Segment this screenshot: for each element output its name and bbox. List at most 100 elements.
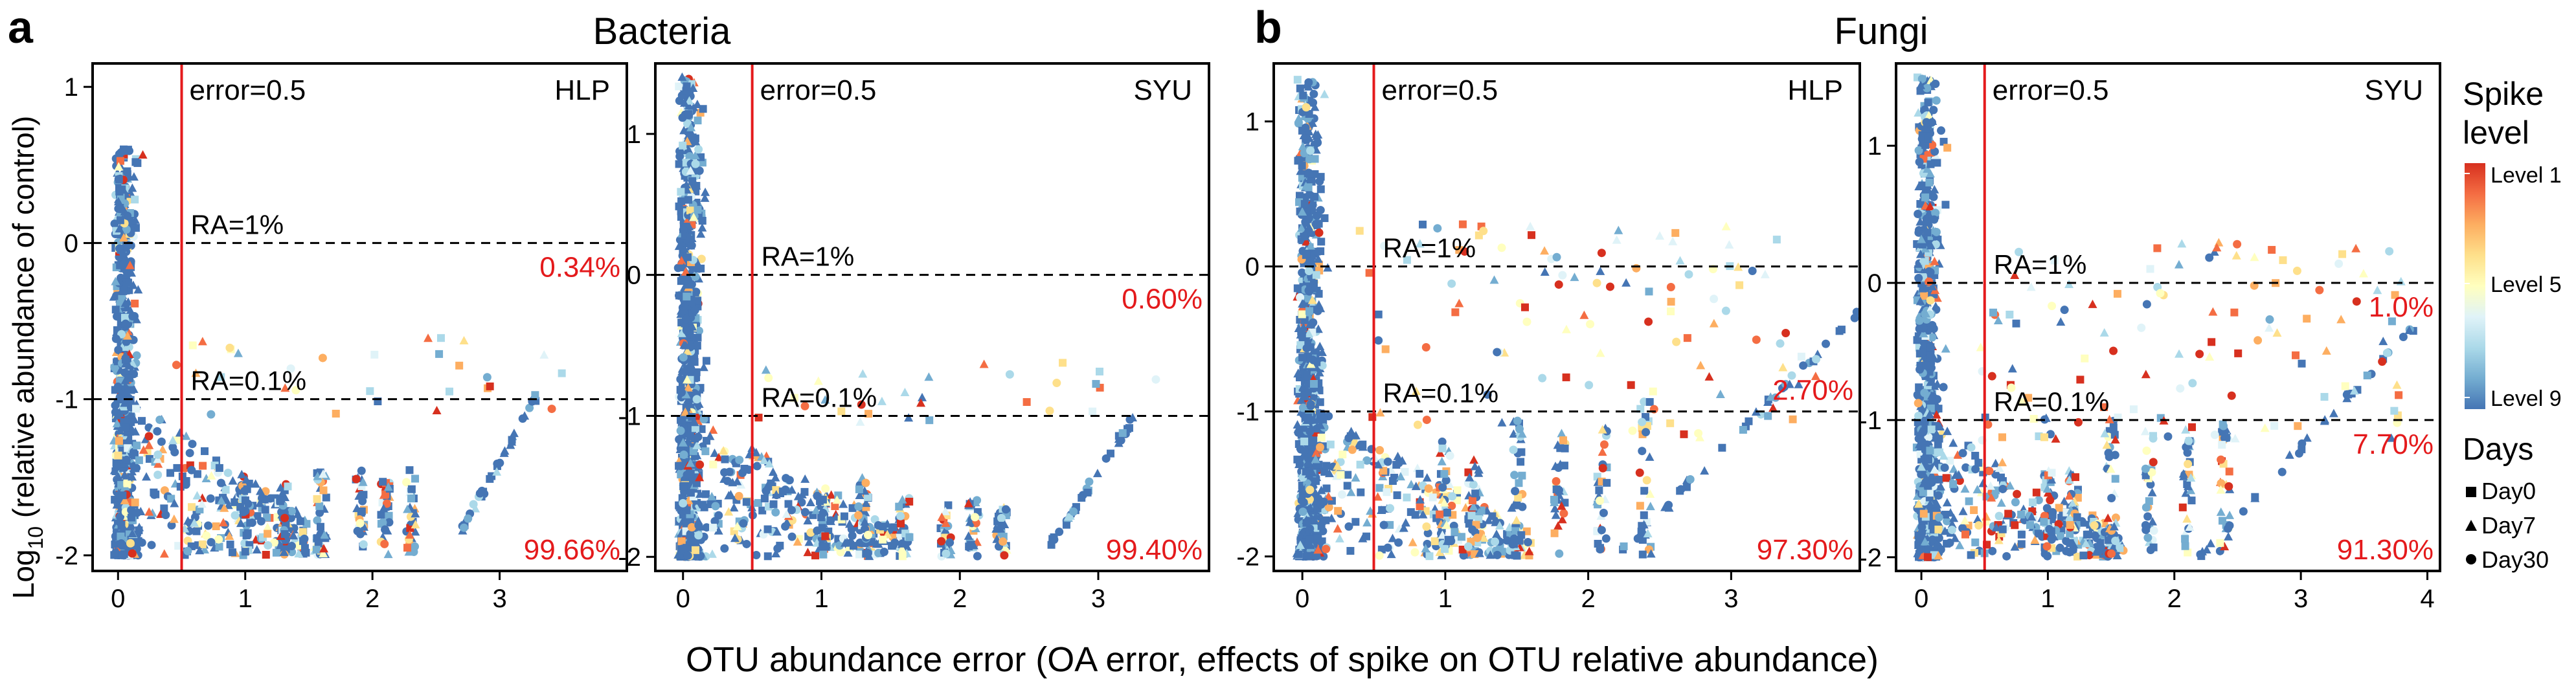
data-point bbox=[1645, 502, 1655, 511]
data-point bbox=[128, 312, 137, 321]
data-point bbox=[435, 350, 444, 358]
data-point bbox=[768, 467, 778, 476]
data-point bbox=[695, 166, 704, 175]
data-point bbox=[262, 550, 270, 559]
data-point bbox=[1550, 529, 1559, 537]
x-tick-label: 1 bbox=[238, 585, 253, 613]
data-point bbox=[1293, 284, 1302, 293]
data-point bbox=[1304, 413, 1312, 421]
data-point bbox=[379, 478, 387, 486]
data-point bbox=[128, 280, 138, 289]
data-point bbox=[198, 493, 207, 502]
data-point bbox=[1451, 308, 1460, 317]
data-point bbox=[695, 489, 705, 498]
data-point bbox=[471, 504, 480, 513]
data-point bbox=[742, 498, 751, 506]
data-point bbox=[144, 440, 154, 449]
data-point bbox=[843, 548, 853, 557]
data-point bbox=[686, 537, 695, 546]
data-point bbox=[1597, 249, 1606, 258]
data-point bbox=[119, 491, 127, 500]
data-point bbox=[813, 376, 823, 385]
data-point bbox=[677, 328, 686, 337]
data-point bbox=[964, 531, 973, 540]
data-point bbox=[493, 459, 502, 468]
data-point bbox=[941, 518, 951, 527]
data-point bbox=[879, 548, 888, 557]
data-point bbox=[1596, 544, 1605, 553]
data-point bbox=[693, 341, 701, 350]
data-point bbox=[1311, 170, 1319, 178]
data-point bbox=[1447, 501, 1456, 510]
data-point bbox=[681, 267, 690, 276]
data-point bbox=[1374, 336, 1383, 345]
data-point bbox=[402, 478, 411, 487]
data-point bbox=[256, 486, 266, 495]
data-point bbox=[315, 502, 324, 510]
data-point bbox=[732, 522, 742, 531]
data-point bbox=[124, 146, 132, 154]
data-point bbox=[233, 348, 243, 357]
data-point bbox=[1605, 282, 1614, 291]
data-point bbox=[312, 546, 321, 554]
data-point bbox=[1421, 544, 1430, 553]
data-point bbox=[937, 512, 947, 521]
data-point bbox=[690, 306, 699, 315]
data-point bbox=[1052, 379, 1061, 388]
data-point bbox=[192, 491, 202, 500]
data-point bbox=[683, 119, 692, 128]
data-point bbox=[1517, 531, 1526, 539]
data-point bbox=[116, 205, 125, 214]
data-point bbox=[1557, 501, 1566, 510]
data-point bbox=[1644, 317, 1653, 326]
data-point bbox=[684, 101, 694, 110]
data-point bbox=[123, 211, 132, 220]
y-tick-label: 0 bbox=[64, 229, 78, 258]
data-point bbox=[1343, 482, 1351, 490]
data-point bbox=[1595, 486, 1603, 495]
data-point bbox=[754, 498, 763, 507]
data-point bbox=[160, 504, 168, 513]
data-point bbox=[1396, 472, 1406, 481]
data-point bbox=[898, 495, 907, 504]
data-point bbox=[819, 550, 828, 559]
data-point bbox=[1320, 467, 1329, 476]
data-point bbox=[1436, 510, 1444, 519]
data-point bbox=[761, 365, 771, 374]
data-point bbox=[1304, 517, 1313, 526]
data-point bbox=[864, 410, 873, 418]
data-point bbox=[701, 187, 710, 196]
data-point bbox=[1721, 306, 1730, 315]
data-point bbox=[694, 531, 703, 540]
data-point bbox=[1550, 497, 1559, 506]
data-point bbox=[900, 388, 910, 397]
data-point bbox=[1320, 89, 1329, 98]
data-point bbox=[916, 398, 926, 407]
data-point bbox=[711, 502, 720, 511]
data-point bbox=[692, 440, 702, 449]
data-point bbox=[819, 542, 828, 551]
data-point bbox=[681, 340, 691, 350]
data-point bbox=[1785, 379, 1794, 388]
data-point bbox=[1300, 391, 1309, 400]
data-point bbox=[1298, 403, 1307, 412]
data-point bbox=[677, 72, 687, 81]
data-point bbox=[1128, 412, 1138, 421]
data-point bbox=[1524, 537, 1533, 546]
data-point bbox=[1570, 273, 1579, 282]
data-point bbox=[872, 539, 881, 548]
data-point bbox=[288, 507, 297, 516]
data-point bbox=[1518, 502, 1527, 511]
data-point bbox=[1799, 361, 1808, 370]
data-point bbox=[1311, 511, 1321, 520]
data-point bbox=[280, 530, 289, 538]
data-point bbox=[684, 111, 694, 120]
data-point bbox=[677, 388, 686, 397]
y-tick-label: 1 bbox=[627, 120, 641, 149]
data-point bbox=[1351, 430, 1361, 440]
data-point bbox=[158, 445, 168, 454]
x-tick-label: 3 bbox=[492, 585, 506, 613]
data-point bbox=[120, 298, 130, 307]
data-point bbox=[192, 527, 201, 535]
data-point bbox=[228, 476, 238, 485]
